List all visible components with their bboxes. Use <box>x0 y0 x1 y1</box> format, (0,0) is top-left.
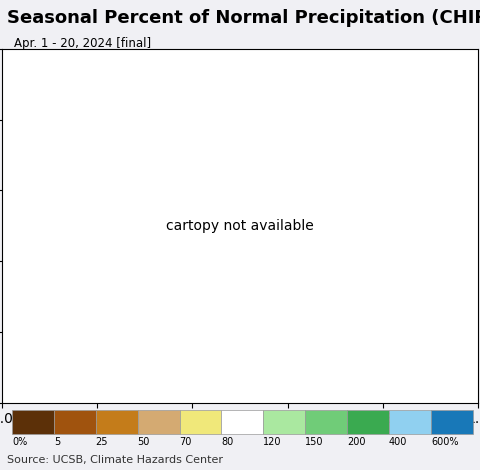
Text: 150: 150 <box>305 437 324 447</box>
Bar <box>12 410 54 434</box>
Text: Apr. 1 - 20, 2024 [final]: Apr. 1 - 20, 2024 [final] <box>14 37 151 50</box>
Text: cartopy not available: cartopy not available <box>166 219 314 233</box>
Text: 0%: 0% <box>12 437 27 447</box>
Bar <box>389 410 431 434</box>
Text: 600%: 600% <box>431 437 458 447</box>
Text: 400: 400 <box>389 437 408 447</box>
Bar <box>138 410 180 434</box>
Text: 200: 200 <box>347 437 366 447</box>
Text: 120: 120 <box>264 437 282 447</box>
Bar <box>431 410 473 434</box>
Bar <box>54 410 96 434</box>
Text: Source: UCSB, Climate Hazards Center: Source: UCSB, Climate Hazards Center <box>7 454 223 465</box>
Bar <box>264 410 305 434</box>
Bar <box>96 410 138 434</box>
Text: 25: 25 <box>96 437 108 447</box>
Text: 70: 70 <box>180 437 192 447</box>
Text: 5: 5 <box>54 437 60 447</box>
Text: 50: 50 <box>138 437 150 447</box>
Bar <box>221 410 264 434</box>
Bar <box>347 410 389 434</box>
Text: 80: 80 <box>221 437 234 447</box>
Bar <box>305 410 347 434</box>
Bar <box>180 410 221 434</box>
Text: Seasonal Percent of Normal Precipitation (CHIRPS): Seasonal Percent of Normal Precipitation… <box>7 9 480 27</box>
